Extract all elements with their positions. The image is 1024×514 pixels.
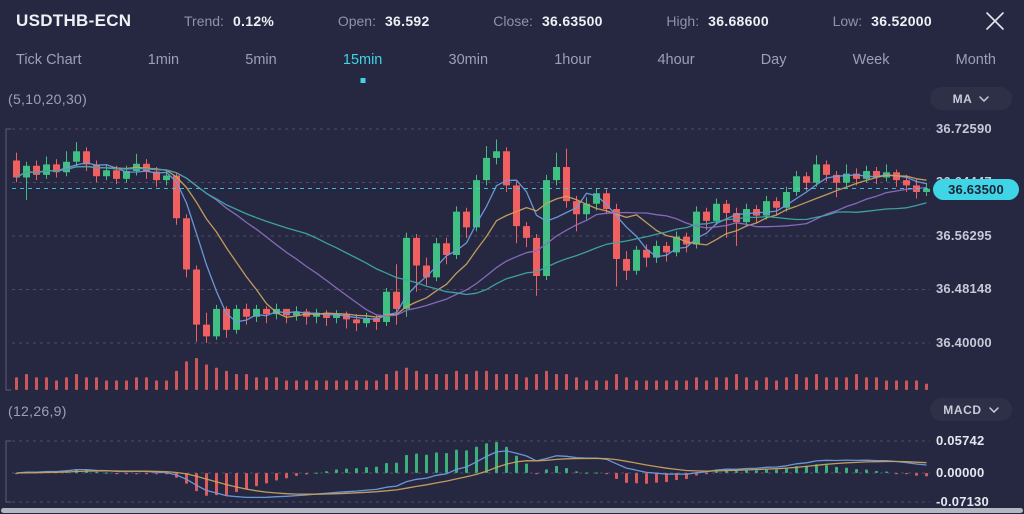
tab-tick-chart[interactable]: Tick Chart <box>16 52 82 68</box>
stat-open: Open: 36.592 <box>338 13 430 29</box>
close-icon[interactable] <box>980 6 1010 36</box>
stat-close-value: 36.63500 <box>541 13 603 29</box>
tab-1hour[interactable]: 1hour <box>554 52 592 68</box>
price-tick-label: 36.72590 <box>936 121 992 136</box>
chart-header: USDTHB-ECN Trend: 0.12% Open: 36.592 Clo… <box>0 0 1024 42</box>
stat-high-value: 36.68600 <box>708 13 769 29</box>
stat-close: Close: 36.63500 <box>493 13 602 29</box>
tab-week[interactable]: Week <box>852 52 890 68</box>
stat-open-value: 36.592 <box>384 13 430 29</box>
tab-4hour[interactable]: 4hour <box>657 52 695 68</box>
ma-dropdown-label: MA <box>952 91 973 106</box>
price-tick-label: 36.48148 <box>936 281 992 297</box>
price-tick-label: 36.56295 <box>936 228 992 243</box>
stat-low: Low: 36.52000 <box>833 13 932 29</box>
header-stats: Trend: 0.12% Open: 36.592 Close: 36.6350… <box>184 13 980 29</box>
tab-day[interactable]: Day <box>760 52 787 68</box>
tab-15min[interactable]: 15min <box>342 52 383 68</box>
macd-dropdown-label: MACD <box>943 402 982 417</box>
stat-low-label: Low: <box>832 13 863 29</box>
stat-trend-label: Trend: <box>184 13 224 29</box>
ma-params-label: (5,10,20,30) <box>8 91 88 107</box>
stat-close-label: Close: <box>493 13 533 29</box>
macd-indicator-dropdown[interactable]: MACD <box>930 398 1012 421</box>
tab-1min[interactable]: 1min <box>147 52 180 68</box>
chevron-down-icon <box>988 406 999 413</box>
price-tick-label: 36.40000 <box>936 335 992 350</box>
macd-params-label: (12,26,9) <box>8 403 67 419</box>
tab-month[interactable]: Month <box>955 52 996 68</box>
stat-trend: Trend: 0.12% <box>184 13 274 29</box>
macd-tick-label: -0.07130 <box>936 494 989 510</box>
macd-tick-label: 0.05742 <box>936 433 985 449</box>
tab-30min[interactable]: 30min <box>448 52 489 68</box>
timeframe-tabs: Tick Chart 1min 5min 15min 30min 1hour 4… <box>0 42 1024 80</box>
stat-trend-value: 0.12% <box>232 13 275 29</box>
stat-open-label: Open: <box>337 13 376 29</box>
symbol-title: USDTHB-ECN <box>16 11 132 30</box>
stat-low-value: 36.52000 <box>871 13 932 29</box>
ma-indicator-dropdown[interactable]: MA <box>930 87 1012 110</box>
horizontal-scrollbar[interactable] <box>1 508 1023 513</box>
chevron-down-icon <box>979 95 990 102</box>
stat-high-label: High: <box>666 13 700 29</box>
tab-5min[interactable]: 5min <box>245 52 277 68</box>
stat-high: High: 36.68600 <box>666 13 768 29</box>
macd-tick-label: 0.00000 <box>936 465 985 480</box>
current-price-badge: 36.63500 <box>933 178 1019 200</box>
